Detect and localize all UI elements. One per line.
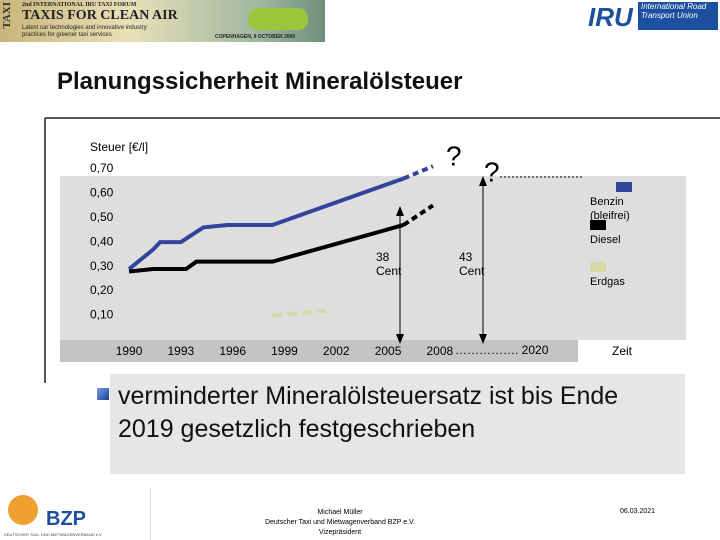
slide-title: Planungssicherheit Mineralölsteuer: [57, 68, 463, 95]
y-tick-label: 0,40: [90, 234, 114, 248]
series-line: [272, 308, 327, 318]
x-tick-label: 1993: [168, 344, 195, 358]
speaker-name: Michael Müller: [317, 509, 363, 516]
y-tick-label: 0,70: [90, 161, 114, 175]
bzp-emblem: [8, 495, 38, 525]
x-tick-label: 2002: [323, 344, 350, 358]
x-tick-label: 2005: [375, 344, 402, 358]
plot-area: [60, 176, 578, 340]
legend-label: Diesel: [590, 234, 621, 246]
x-tick-label: 2008: [427, 344, 454, 358]
y-tick-label: 0,20: [90, 283, 114, 297]
annotation: ?: [484, 156, 500, 187]
series-line: [128, 223, 405, 274]
bullet-icon: [97, 388, 109, 400]
iru-name: International Road Transport Union: [638, 2, 718, 30]
car-image: [248, 8, 308, 30]
x-tick-label: 1996: [219, 344, 246, 358]
series-projection: [402, 203, 435, 227]
x-tick-label: 1990: [116, 344, 143, 358]
y-tick-label: 0,50: [90, 210, 114, 224]
y-tick-label: 0,10: [90, 308, 114, 322]
footer-logo-box: [0, 488, 151, 540]
y-axis-label: Steuer [€/l]: [90, 140, 148, 154]
legend-label: Erdgas: [590, 276, 625, 288]
y-tick-label: 0,30: [90, 259, 114, 273]
footer-date: 06.03.2021: [620, 508, 656, 515]
bullet-box: [110, 374, 685, 474]
speaker-org: Deutscher Taxi und Mietwagenverband BZP …: [264, 519, 416, 526]
banner-forum: 2nd INTERNATIONAL IRU TAXI FORUM: [22, 2, 137, 8]
banner-event: COPENHAGEN, 9 OCTOBER 2000: [215, 34, 296, 40]
series-line: [127, 176, 405, 271]
series-projection: [402, 164, 434, 181]
annotation: ?: [446, 140, 462, 171]
bzp-org: DEUTSCHER TAXI- UND MIETWAGENVERBAND e.V…: [4, 532, 103, 537]
speaker-role: Vizepräsident: [318, 529, 362, 536]
y-tick-label: 0,60: [90, 185, 114, 199]
bzp-logo: BZP: [46, 508, 86, 530]
annotation: 43 Cent: [459, 250, 485, 278]
x-end-label: ……………. 2020: [455, 343, 549, 357]
bullet-text: verminderter Mineralölsteuersatz ist bis…: [118, 382, 619, 443]
iru-logo: IRU: [588, 2, 633, 32]
legend-label: Benzin (bleifrei): [590, 196, 630, 222]
banner-tagline: Latest car technologies and innovative i…: [22, 25, 147, 38]
legend-swatch: [590, 220, 606, 230]
x-tick-label: 1999: [271, 344, 298, 358]
x-axis-band: [60, 340, 578, 362]
annotation: 38 Cent: [376, 250, 402, 278]
legend-area: [578, 176, 686, 340]
legend-swatch: [590, 262, 606, 272]
banner-title: TAXIS FOR CLEAN AIR: [22, 8, 178, 23]
legend-swatch: [616, 182, 632, 192]
footer-speaker: Michael Müller Deutscher Taxi und Mietwa…: [240, 508, 440, 538]
x-axis-label: Zeit: [612, 344, 633, 358]
